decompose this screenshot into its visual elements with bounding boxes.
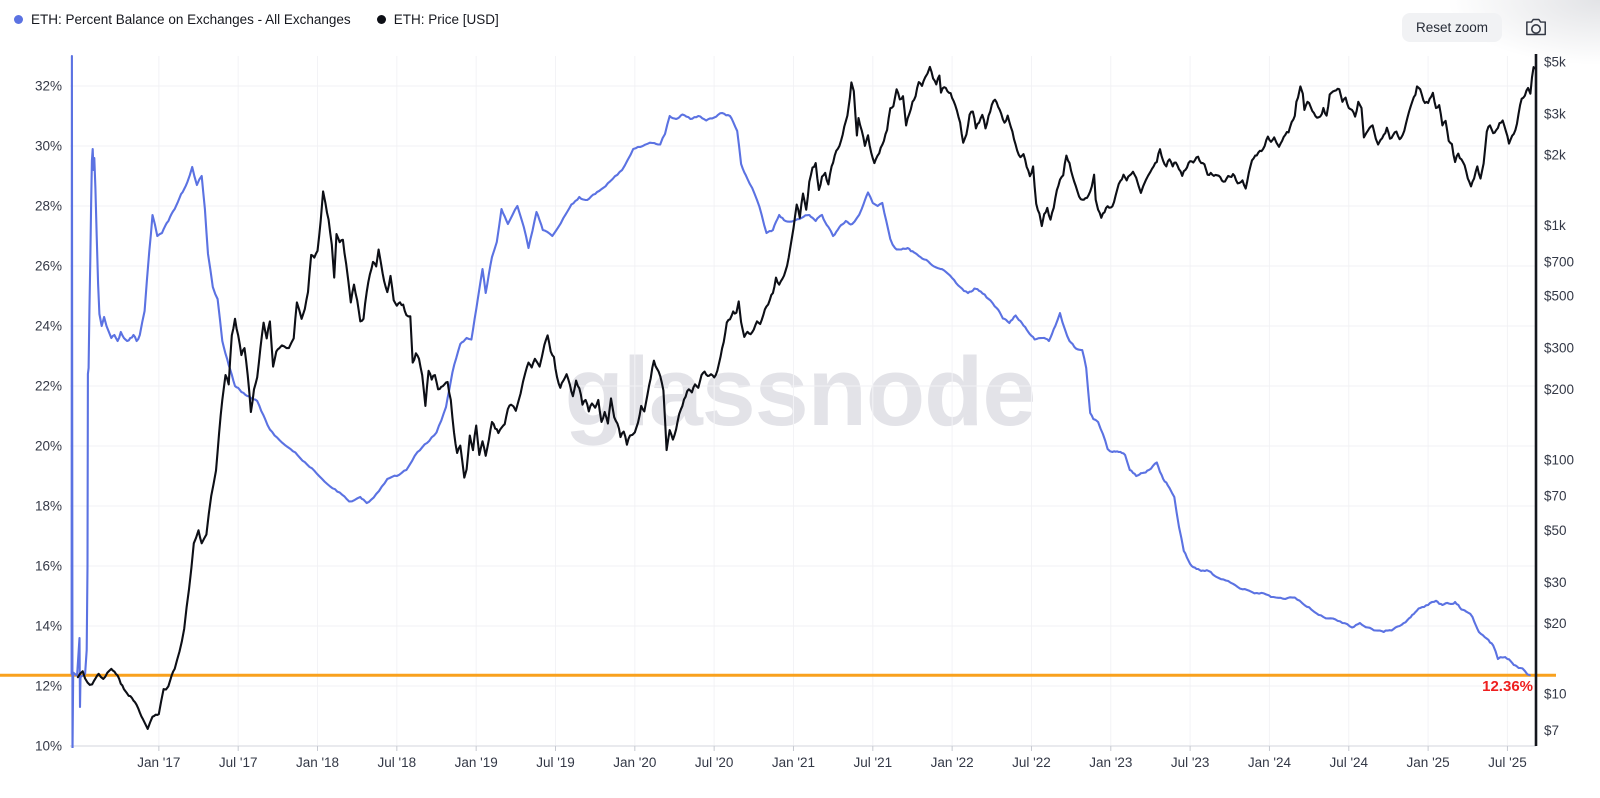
axis-labels: Jan '17 Jul '17 Jan '18 Jul '18 Jan '19 Jul '… (35, 54, 1574, 770)
svg-text:Jan '20: Jan '20 (613, 755, 656, 770)
svg-text:14%: 14% (35, 619, 62, 634)
camera-icon (1526, 18, 1546, 36)
legend-label-percent-balance: ETH: Percent Balance on Exchanges - All … (31, 12, 351, 27)
current-value-label: 12.36% (1482, 678, 1533, 695)
svg-text:30%: 30% (35, 139, 62, 154)
svg-text:$70: $70 (1544, 489, 1567, 504)
svg-text:Jan '21: Jan '21 (772, 755, 815, 770)
svg-text:18%: 18% (35, 499, 62, 514)
svg-text:Jul '25: Jul '25 (1488, 755, 1527, 770)
black-series-dot-icon (376, 15, 386, 24)
svg-text:$100: $100 (1544, 452, 1574, 467)
gridlines (70, 56, 1536, 747)
svg-text:$3k: $3k (1544, 106, 1566, 121)
reset-zoom-button[interactable]: Reset zoom (1401, 13, 1502, 42)
svg-text:Jan '22: Jan '22 (931, 755, 974, 770)
svg-text:10%: 10% (35, 739, 62, 754)
svg-text:Jul '19: Jul '19 (536, 755, 575, 770)
legend-item-percent-balance[interactable]: ETH: Percent Balance on Exchanges - All … (14, 12, 351, 27)
legend-label-price: ETH: Price [USD] (393, 12, 499, 27)
svg-text:$20: $20 (1544, 616, 1567, 631)
x-axis (70, 745, 1536, 751)
svg-text:24%: 24% (35, 319, 62, 334)
glassnode-watermark: glassnode (564, 337, 1037, 446)
price-line (76, 65, 1536, 730)
svg-text:$300: $300 (1544, 341, 1574, 356)
svg-text:Jul '24: Jul '24 (1329, 755, 1368, 770)
svg-text:12%: 12% (35, 679, 62, 694)
svg-text:$1k: $1k (1544, 218, 1566, 233)
camera-button[interactable] (1522, 15, 1550, 41)
svg-text:Jan '23: Jan '23 (1089, 755, 1132, 770)
svg-text:Jul '21: Jul '21 (854, 755, 893, 770)
svg-text:$30: $30 (1544, 575, 1567, 590)
blue-series-dot-icon (14, 15, 23, 24)
svg-text:Jan '19: Jan '19 (455, 755, 498, 770)
svg-text:16%: 16% (35, 559, 62, 574)
svg-text:22%: 22% (35, 379, 62, 394)
svg-text:Jan '25: Jan '25 (1407, 755, 1450, 770)
svg-text:Jul '20: Jul '20 (695, 755, 734, 770)
svg-text:Jul '17: Jul '17 (219, 755, 258, 770)
svg-text:Jul '18: Jul '18 (378, 755, 417, 770)
svg-text:32%: 32% (35, 79, 62, 94)
svg-text:26%: 26% (35, 259, 62, 274)
svg-text:$200: $200 (1544, 382, 1574, 397)
svg-text:Jan '24: Jan '24 (1248, 755, 1292, 770)
svg-text:20%: 20% (35, 439, 62, 454)
svg-text:28%: 28% (35, 199, 62, 214)
svg-text:$5k: $5k (1544, 54, 1566, 69)
svg-text:Jul '23: Jul '23 (1171, 755, 1210, 770)
svg-text:Jan '17: Jan '17 (137, 755, 180, 770)
svg-text:$50: $50 (1544, 523, 1567, 538)
svg-text:Jan '18: Jan '18 (296, 755, 339, 770)
chart-legend: ETH: Percent Balance on Exchanges - All … (14, 12, 499, 27)
svg-text:Jul '22: Jul '22 (1012, 755, 1051, 770)
svg-text:$10: $10 (1544, 687, 1567, 702)
series-lines (70, 54, 1536, 748)
svg-text:$2k: $2k (1544, 148, 1566, 163)
legend-item-price[interactable]: ETH: Price [USD] (376, 12, 499, 27)
percent-balance-line (70, 54, 1531, 748)
svg-text:$700: $700 (1544, 254, 1574, 269)
svg-text:$7: $7 (1544, 723, 1559, 738)
svg-text:$500: $500 (1544, 289, 1574, 304)
